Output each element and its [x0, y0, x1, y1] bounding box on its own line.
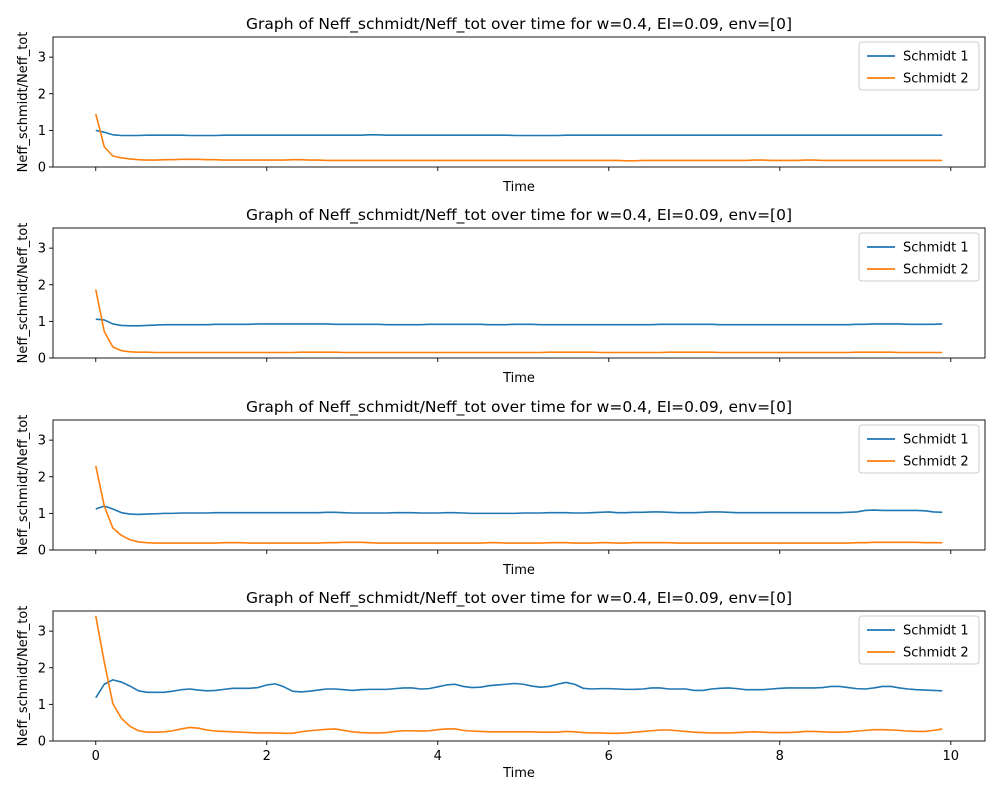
y-tick-label: 0 [38, 352, 46, 367]
y-tick-label: 1 [38, 507, 46, 522]
series-line-1 [95, 129, 943, 137]
x-axis-label: Time [502, 766, 535, 781]
legend-label-2: Schmidt 2 [903, 263, 969, 278]
legend: Schmidt 1 Schmidt 2 [858, 41, 980, 91]
legend-label-1: Schmidt 1 [903, 50, 969, 65]
y-tick-label: 0 [38, 161, 46, 176]
y-tick-label: 3 [38, 625, 46, 640]
legend-label-2: Schmidt 2 [903, 455, 969, 470]
subplot-2: Graph of Neff_schmidt/Neff_tot over time… [16, 206, 986, 386]
chart-title: Graph of Neff_schmidt/Neff_tot over time… [246, 398, 792, 417]
x-tick-label: 6 [605, 749, 613, 764]
axes-frame [52, 36, 986, 168]
legend: Schmidt 1 Schmidt 2 [858, 615, 980, 665]
x-axis-label: Time [502, 563, 535, 578]
x-axis-label: Time [502, 371, 535, 386]
y-tick-label: 3 [38, 434, 46, 449]
legend-label-1: Schmidt 1 [903, 241, 969, 256]
x-tick-label: 2 [263, 749, 271, 764]
series-line-1 [95, 318, 943, 327]
subplot-1: Graph of Neff_schmidt/Neff_tot over time… [16, 15, 986, 195]
series-line-1 [95, 679, 943, 699]
y-axis-label: Neff_schmidt/Neff_tot [16, 223, 31, 364]
subplot-3: Graph of Neff_schmidt/Neff_tot over time… [16, 398, 986, 578]
y-tick-label: 2 [38, 470, 46, 485]
legend-label-1: Schmidt 1 [903, 433, 969, 448]
series-line-2 [94, 465, 943, 544]
y-tick-label: 1 [38, 315, 46, 330]
series-line-2 [94, 113, 943, 162]
axes-frame [52, 419, 986, 551]
x-tick-label: 10 [943, 749, 960, 764]
x-tick-label: 8 [776, 749, 784, 764]
x-tick-label: 4 [434, 749, 442, 764]
y-tick-label: 2 [38, 278, 46, 293]
y-tick-label: 2 [38, 661, 46, 676]
y-tick-label: 1 [38, 698, 46, 713]
axes-frame [52, 610, 986, 742]
chart-title: Graph of Neff_schmidt/Neff_tot over time… [246, 15, 792, 34]
legend: Schmidt 1 Schmidt 2 [858, 232, 980, 282]
chart-title: Graph of Neff_schmidt/Neff_tot over time… [246, 589, 792, 608]
y-tick-label: 1 [38, 124, 46, 139]
y-axis-label: Neff_schmidt/Neff_tot [16, 32, 31, 173]
chart-title: Graph of Neff_schmidt/Neff_tot over time… [246, 206, 792, 225]
legend-label-2: Schmidt 2 [903, 72, 969, 87]
series-line-2 [94, 289, 943, 354]
legend: Schmidt 1 Schmidt 2 [858, 424, 980, 474]
series-line-1 [95, 505, 943, 516]
x-tick-label: 0 [92, 749, 100, 764]
y-tick-label: 2 [38, 87, 46, 102]
y-tick-label: 3 [38, 51, 46, 66]
y-tick-label: 0 [38, 544, 46, 559]
y-tick-label: 0 [38, 735, 46, 750]
series-line-2 [94, 615, 943, 735]
y-axis-label: Neff_schmidt/Neff_tot [16, 415, 31, 556]
y-axis-label: Neff_schmidt/Neff_tot [16, 606, 31, 747]
y-tick-label: 3 [38, 242, 46, 257]
subplot-4: Graph of Neff_schmidt/Neff_tot over time… [16, 589, 986, 781]
x-axis-label: Time [502, 180, 535, 195]
legend-label-2: Schmidt 2 [903, 646, 969, 661]
axes-frame [52, 227, 986, 359]
legend-label-1: Schmidt 1 [903, 624, 969, 639]
